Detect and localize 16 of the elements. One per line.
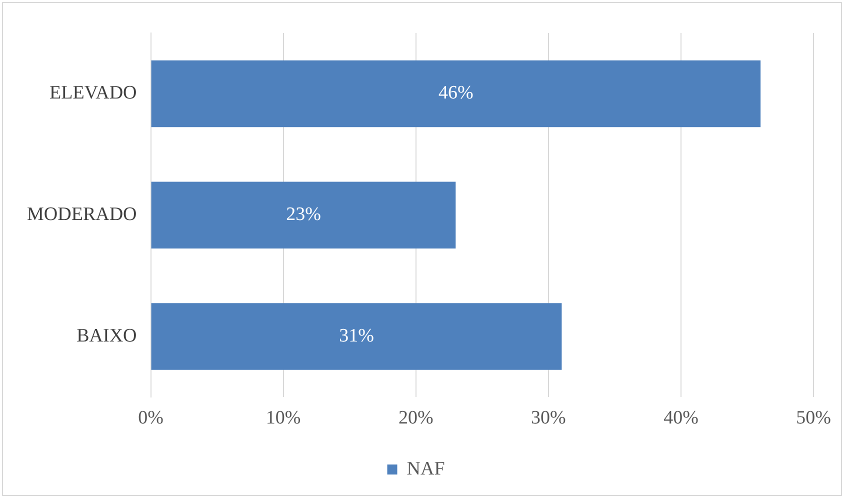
x-tick-label: 10% (266, 408, 301, 429)
y-tick-label: BAIXO (76, 325, 137, 346)
x-tick-label: 20% (398, 408, 434, 429)
bar (151, 303, 562, 370)
y-tick-label: ELEVADO (50, 82, 137, 104)
data-label: 31% (339, 325, 374, 346)
x-tick-label: 30% (531, 408, 566, 429)
y-tick-label: MODERADO (27, 204, 137, 226)
data-label: 23% (286, 204, 322, 226)
data-label: 46% (438, 82, 474, 104)
x-tick-label: 40% (664, 408, 699, 429)
legend-label: NAF (406, 458, 445, 480)
x-tick-label: 0% (138, 408, 164, 429)
bar (151, 60, 761, 128)
bar (151, 182, 456, 248)
x-tick-label: 50% (796, 408, 832, 429)
